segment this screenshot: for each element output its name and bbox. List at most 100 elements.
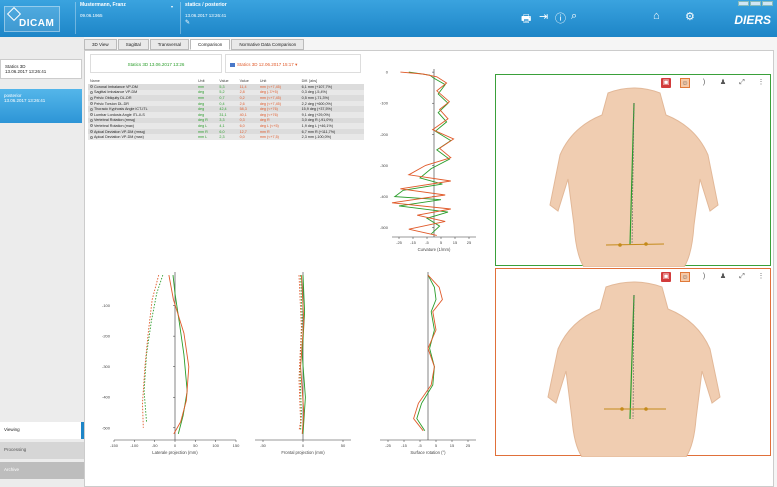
table-row[interactable]: Lumbar Lordosis Angle ITL-ILS deg 31,1 40,1… [88,111,364,118]
param-unit-previous: mm R [259,129,270,134]
patient-selector[interactable]: Mustermann, Franz 09.06.1965 ▾ [75,2,175,34]
x-axis-label: Surface rotation (°) [410,450,446,455]
tab-sagittal[interactable]: Sagittal [117,39,149,50]
tab-normative-data-comparison[interactable]: Normative Data Comparison [231,39,305,50]
param-diff: 6,1 mm (+107,7%) [301,84,333,89]
radio-icon[interactable] [90,102,93,106]
table-row[interactable]: Thoracic Kyphosis Angle ICT-ITL deg 42,4 58… [88,106,364,112]
radio-icon[interactable] [90,107,93,111]
x-tick-label: 5 [440,240,443,245]
maximize-button[interactable] [750,1,761,6]
y-tick-label: 0 [386,70,389,75]
chevron-down-icon[interactable]: ▾ [170,4,173,9]
spine-icon[interactable]: ) [702,79,706,86]
bust-icon[interactable]: ♟ [719,79,727,86]
param-value-previous: 0,3 [239,118,245,123]
fullscreen-icon[interactable]: ⤢ [739,273,745,280]
param-value-previous: 40,1 [239,112,247,117]
sidebar-item-posterior[interactable]: posterior 13.06.2017 13:26:41 [0,89,82,123]
tab-bar: 3D View Sagittal Transversal Comparison … [84,39,305,50]
viewer-current[interactable]: ▣ ☺ ) ♟ ⤢ ⋮ [495,74,771,267]
series-line-0 [301,275,306,434]
param-unit: mm [197,95,205,100]
person-icon[interactable]: ☺ [680,272,690,282]
param-name: Sagittal Imbalance VP-DM [88,90,196,96]
sidebar-item-date: 13.06.2017 13:26:41 [4,98,46,103]
nav-archive[interactable]: Archive [0,462,84,479]
param-value-previous: 12,7 [239,129,247,134]
param-unit-previous: mm (<+7,45) [259,95,281,100]
person-icon[interactable]: ☺ [680,78,690,88]
search-icon[interactable]: ⌕ [571,10,578,22]
fullscreen-icon[interactable]: ⤢ [739,79,745,86]
spine-icon[interactable]: ) [702,273,706,280]
param-name: Lumbar Lordosis Angle ITL-ILS [88,112,196,118]
layers-icon[interactable]: ⋮ [757,79,765,86]
y-tick-label: -300 [380,163,389,168]
table-row[interactable]: Pelvic Torsion DL-DR deg 0,4 2,6 deg (<+7,45… [88,100,364,107]
table-row[interactable]: Apical Deviation VP-DM (rmsq) mm R 6,0 12,7… [88,128,364,135]
record-icon[interactable]: ▣ [661,78,671,88]
table-row[interactable]: Sagittal Imbalance VP-DM deg 5,2 2,8 deg (-7… [88,89,364,96]
home-icon[interactable]: ⌂ [653,10,660,22]
help-icon[interactable]: ⓘ [555,13,566,25]
table-row[interactable]: Vertebral Rotation (rmsq) deg R 3,3 0,3 deg … [88,117,364,124]
study-selector[interactable]: statics / posterior 13.06.2017 13:26:41 … [180,2,280,34]
table-row[interactable]: Apical Deviation VP-DM (max) mm L 2,3 0,0 mm… [88,134,364,140]
viewer-previous[interactable]: ▣ ☺ ) ♟ ⤢ ⋮ [495,268,771,457]
torso-render-previous [547,281,721,457]
tab-3d-view[interactable]: 3D View [84,39,117,50]
param-name: Pelvic Torsion DL-DR [88,101,196,107]
tab-transversal[interactable]: Transversal [149,39,190,50]
series-line-0 [172,275,188,435]
export-icon[interactable]: ⇥ [539,11,549,23]
bust-icon[interactable]: ♟ [719,273,727,280]
minimize-button[interactable] [738,1,749,6]
radio-icon[interactable] [90,113,93,117]
edit-icon[interactable]: ✎ [185,20,191,26]
param-name-text: Pelvic Obliquity DL-DR [94,95,132,100]
param-value-current: 5,3 [219,84,225,89]
y-tick-label: -400 [102,395,111,400]
radio-icon[interactable] [90,96,93,100]
param-unit-previous: deg (-7/+5) [259,90,278,95]
param-unit-previous: deg (<+76) [259,112,278,117]
record-icon[interactable]: ▣ [661,272,671,282]
table-row[interactable]: Vertebral Rotation (max) deg L 4,1 6,0 deg L… [88,123,364,129]
y-tick-label: -500 [380,225,389,230]
sidebar-item-title: posterior [4,93,22,98]
param-value-current: 4,1 [219,123,225,128]
radio-icon[interactable] [90,118,93,122]
radio-icon[interactable] [90,90,93,94]
series-line-3 [142,274,160,428]
param-name-text: Sagittal Imbalance VP-DM [94,90,138,95]
param-value-current: 3,3 [219,118,225,123]
table-row[interactable]: Pelvic Obliquity DL-DR mm 0,7 0,2 mm (<+7,45… [88,95,364,101]
layers-icon[interactable]: ⋮ [757,273,765,280]
print-icon[interactable]: 🖶 [521,13,532,25]
sidebar-item-statics3d[interactable]: Statics 3D 13.06.2017 13:26:41 [0,59,82,79]
viewer-toolbar: ▣ ☺ ) ♟ ⤢ ⋮ [661,78,766,88]
radio-icon[interactable] [90,130,93,134]
nav-processing[interactable]: Processing [0,442,84,459]
x-tick-label: 150 [233,443,240,448]
nav-viewing[interactable]: Viewing [0,422,84,439]
param-unit: mm R [197,129,208,134]
gear-icon[interactable]: ⚙ [685,11,695,23]
param-unit: mm [197,84,205,89]
x-tick-label: -5 [425,240,429,245]
param-diff: 0,3 deg (-5,4%) [301,90,328,95]
radio-icon[interactable] [90,135,93,139]
radio-icon[interactable] [90,85,93,89]
radio-icon[interactable] [90,124,93,128]
x-tick-label: 15 [453,240,458,245]
right-measurement-selector[interactable]: Statics 3D 12.06.2017 15:17 ▾ [225,54,361,73]
tab-comparison[interactable]: Comparison [190,39,231,50]
param-value-previous: 2,8 [239,90,245,95]
param-value-current: 42,4 [219,107,227,112]
param-name-text: Vertebral Rotation (rmsq) [94,118,136,123]
param-diff: 2,3 mm (-100,0%) [301,135,332,140]
table-row[interactable]: Coronal Imbalance VP-DM mm 5,3 11,4 mm (<+7,… [88,84,364,90]
close-button[interactable] [762,1,773,6]
x-tick-label: -15 [401,443,408,448]
